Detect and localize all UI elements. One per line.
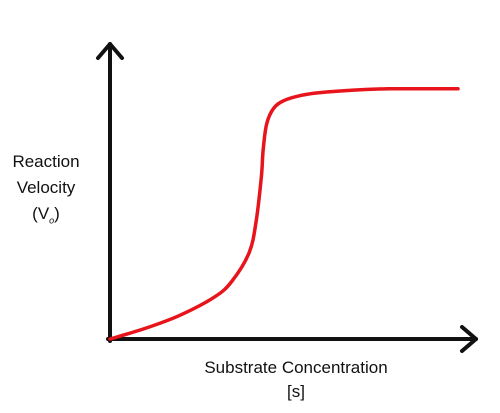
y-axis-label-line-2: Velocity <box>16 178 76 197</box>
series-line-0 <box>108 86 460 341</box>
x-axis-arrowhead <box>460 325 478 353</box>
x-axis-label-text: Substrate Concentration <box>204 358 388 377</box>
y-axis-label: Reaction Velocity (Vo) <box>0 149 92 233</box>
axes <box>96 42 478 353</box>
series-layer <box>108 86 460 341</box>
y-axis-arrowhead <box>96 42 124 60</box>
y-axis-label-symbol: (Vo) <box>32 204 60 226</box>
x-axis-label: Substrate Concentration [s] <box>176 356 416 404</box>
y-axis-label-line-1: Reaction <box>12 152 80 171</box>
x-axis-label-unit: [s] <box>287 382 305 401</box>
